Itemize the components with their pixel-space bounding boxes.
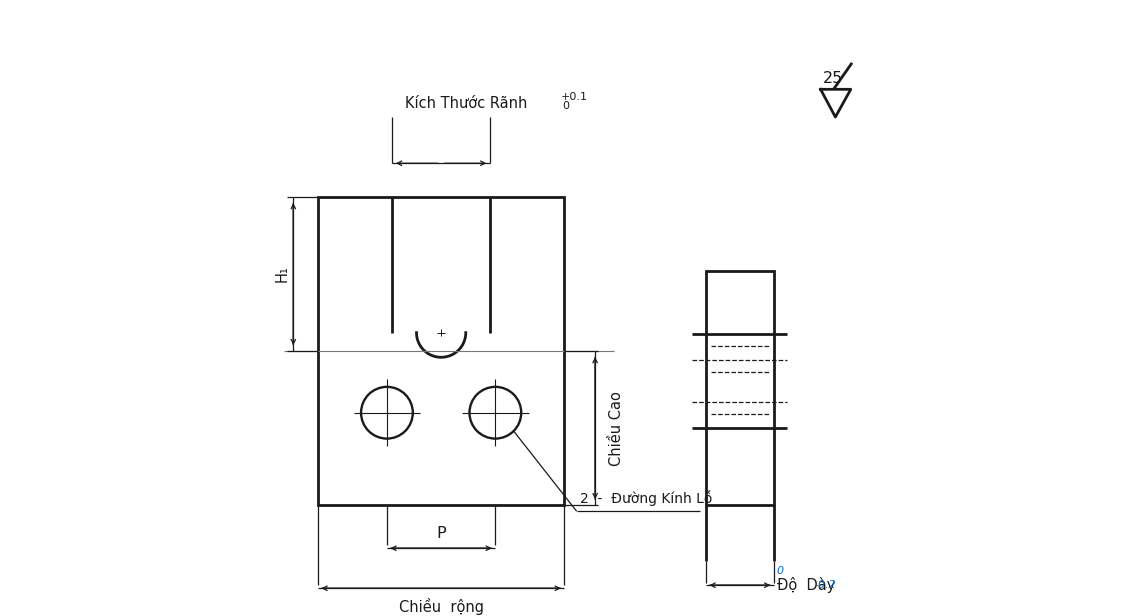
Text: 2  -  Đường Kính Lỗ: 2 - Đường Kính Lỗ bbox=[580, 490, 712, 506]
Bar bbox=[318, 197, 565, 505]
Text: 0: 0 bbox=[563, 101, 569, 111]
Text: Chiều Cao: Chiều Cao bbox=[608, 391, 624, 466]
Bar bbox=[706, 271, 774, 505]
Text: P: P bbox=[436, 526, 446, 541]
Text: H₁: H₁ bbox=[275, 265, 290, 283]
Text: +0.1: +0.1 bbox=[561, 92, 589, 102]
Text: 0: 0 bbox=[777, 566, 784, 576]
Text: -0.2: -0.2 bbox=[815, 580, 836, 590]
Text: Độ  Dày: Độ Dày bbox=[777, 577, 835, 593]
Text: 25: 25 bbox=[823, 71, 843, 86]
Text: Kích Thước Rãnh: Kích Thước Rãnh bbox=[405, 96, 527, 111]
Text: Chiều  rộng: Chiều rộng bbox=[398, 598, 484, 615]
